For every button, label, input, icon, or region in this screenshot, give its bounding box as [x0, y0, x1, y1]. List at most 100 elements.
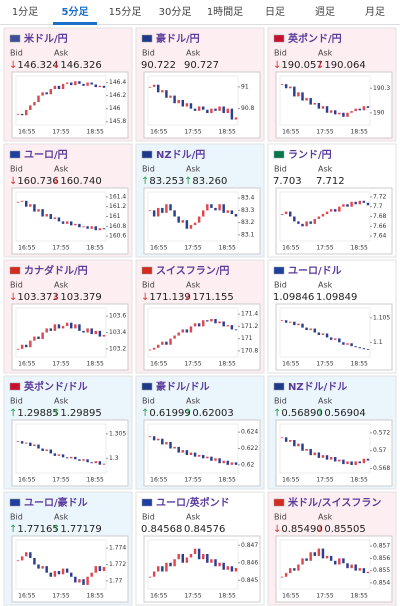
candle — [189, 452, 193, 456]
candle — [20, 556, 24, 561]
candle — [157, 84, 160, 93]
candle — [305, 448, 308, 451]
candle — [230, 462, 234, 465]
candle — [354, 564, 357, 571]
pair-name[interactable]: 豪ドル/円 — [156, 32, 200, 45]
candle — [45, 566, 48, 573]
pair-name[interactable]: 米ドル/スイスフラン — [288, 496, 381, 509]
candle — [210, 108, 213, 114]
y-tick-label: 83.1 — [241, 231, 255, 238]
y-tick-label: 0.57 — [373, 447, 387, 454]
candle — [29, 552, 32, 558]
x-tick-label: 17:55 — [316, 361, 333, 368]
candle — [234, 329, 238, 331]
candle — [41, 448, 44, 451]
candle — [280, 320, 284, 322]
pair-name[interactable]: ユーロ/豪ドル — [24, 496, 88, 509]
candle — [346, 112, 349, 117]
candle — [226, 108, 229, 114]
pair-name[interactable]: ユーロ/英ポンド — [156, 496, 230, 509]
tab[interactable]: 日足 — [265, 6, 285, 18]
ask-value: ↓190.064 — [316, 60, 366, 71]
y-tick-label: 83.3 — [241, 207, 255, 214]
y-tick-label: 161.2 — [109, 203, 126, 210]
pair-name[interactable]: 米ドル/円 — [24, 32, 68, 45]
trend-arrow: ↑ — [141, 408, 149, 419]
candle — [234, 462, 238, 465]
ask-label: Ask — [318, 513, 333, 522]
pair-name[interactable]: ランド/円 — [288, 149, 332, 161]
bid-label: Bid — [274, 397, 287, 406]
candle — [165, 90, 168, 98]
x-tick-label: 17:55 — [184, 593, 201, 600]
pair-name[interactable]: カナダドル/円 — [24, 264, 88, 277]
candle — [293, 568, 296, 571]
tab[interactable]: 15分足 — [109, 6, 142, 18]
candle — [86, 82, 89, 86]
y-tick-label: 146.2 — [109, 92, 126, 99]
candle — [202, 554, 205, 560]
candle — [280, 214, 284, 215]
ask-value: ↓0.85505 — [316, 524, 366, 535]
pair-name[interactable]: 豪ドル/ドル — [156, 380, 210, 393]
pair-name[interactable]: NZドル/円 — [156, 149, 205, 161]
candle — [181, 220, 184, 223]
ask-label: Ask — [318, 281, 333, 290]
y-tick-label: 146 — [109, 105, 121, 112]
x-tick-label: 18:55 — [351, 477, 368, 484]
candle — [65, 82, 69, 84]
candle — [284, 320, 288, 323]
pair-name[interactable]: NZドル/ドル — [288, 381, 347, 393]
candle — [152, 347, 156, 350]
x-tick-label: 16:55 — [282, 245, 299, 252]
trend-arrow: ↑ — [184, 408, 192, 419]
candle — [16, 113, 20, 115]
x-tick-label: 18:55 — [351, 593, 368, 600]
trend-arrow: ↓ — [9, 60, 17, 71]
bid-price: 1.09846 — [273, 292, 314, 303]
tab[interactable]: 30分足 — [159, 6, 192, 18]
x-tick-label: 18:55 — [351, 361, 368, 368]
ask-value: ↑83.260 — [184, 176, 227, 187]
tab[interactable]: 1時間足 — [207, 6, 243, 18]
pair-name[interactable]: 英ポンド/円 — [287, 32, 342, 45]
bid-label: Bid — [142, 513, 155, 522]
pair-name[interactable]: ユーロ/ドル — [288, 265, 342, 277]
candle — [169, 441, 172, 449]
candle — [37, 564, 40, 569]
trend-arrow: ↓ — [52, 292, 60, 303]
tab[interactable]: 1分足 — [12, 6, 38, 18]
candle — [206, 204, 209, 211]
pair-name[interactable]: 英ポンド/ドル — [23, 380, 88, 393]
candle — [148, 210, 152, 212]
trend-arrow: ↑ — [273, 408, 281, 419]
candle — [297, 323, 300, 326]
pair-name[interactable]: ユーロ/円 — [24, 149, 68, 161]
ask-label: Ask — [318, 49, 333, 58]
tab[interactable]: 週足 — [315, 6, 335, 18]
ask-label: Ask — [186, 281, 201, 290]
tab[interactable]: 月足 — [365, 6, 385, 18]
pair-name[interactable]: スイスフラン/円 — [156, 265, 229, 277]
candle — [210, 319, 213, 322]
candle — [317, 548, 321, 556]
candle — [53, 217, 57, 219]
y-tick-label: 1.77 — [109, 577, 123, 584]
x-tick-label: 18:55 — [351, 129, 368, 136]
tab[interactable]: 5分足 — [62, 5, 90, 18]
